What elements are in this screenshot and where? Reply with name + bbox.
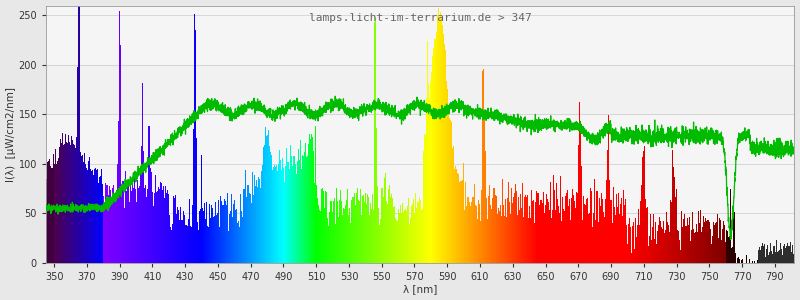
Y-axis label: I(λ)  [μW/cm2/nm]: I(λ) [μW/cm2/nm] [6, 87, 15, 182]
X-axis label: λ [nm]: λ [nm] [403, 284, 438, 294]
Bar [46, 65, 794, 114]
Text: lamps.licht-im-terrarium.de > 347: lamps.licht-im-terrarium.de > 347 [309, 13, 531, 23]
